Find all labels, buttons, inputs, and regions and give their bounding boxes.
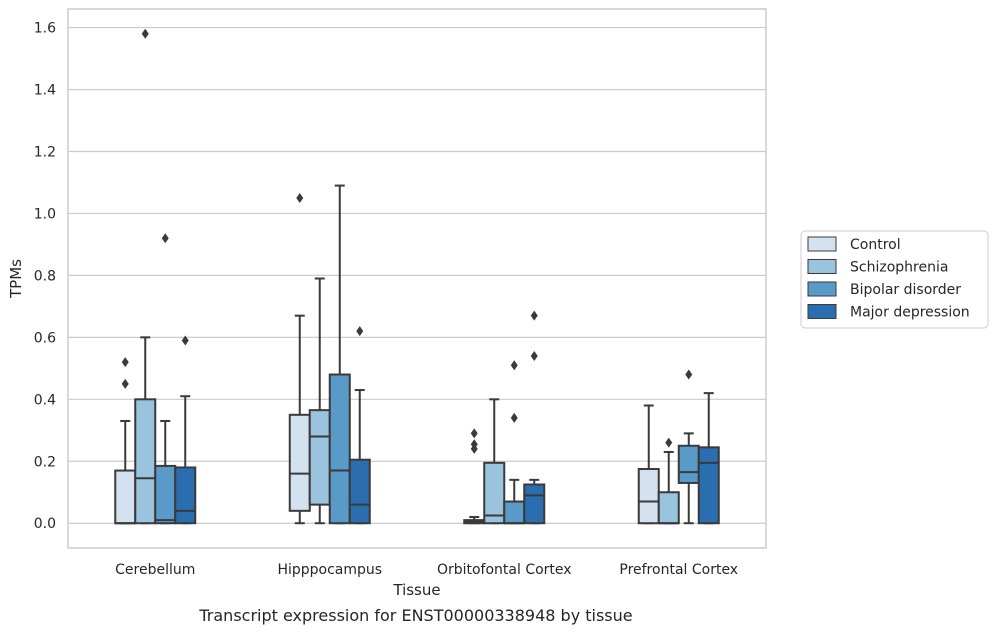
y-tick-label: 1.0 (34, 206, 56, 222)
box-iqr (308, 409, 331, 506)
y-tick-label: 1.2 (34, 144, 56, 160)
outlier-point (530, 310, 538, 321)
box-control (288, 192, 311, 525)
outlier-point (470, 439, 478, 450)
box-iqr (523, 483, 546, 525)
y-axis-title: TPMs (7, 259, 25, 299)
y-tick-label: 0.4 (34, 392, 56, 408)
box-control (463, 428, 486, 525)
box-control (114, 357, 137, 525)
box-bipolar-disorder (503, 360, 526, 525)
box-bipolar-disorder (677, 369, 700, 525)
x-tick-label: Hipppocampus (277, 562, 382, 578)
box-schizophrenia (483, 398, 506, 525)
chart-caption: Transcript expression for ENST0000033894… (199, 606, 633, 625)
box-iqr (174, 466, 197, 525)
box-iqr (657, 491, 680, 525)
x-axis-ticks: Cerebellum Hipppocampus Orbitofontal Corte… (115, 562, 738, 578)
y-tick-label: 0.2 (34, 454, 56, 470)
box-iqr (483, 461, 506, 525)
box-schizophrenia (657, 437, 680, 525)
box-schizophrenia (134, 28, 157, 525)
box-major-depression (348, 326, 371, 525)
box-iqr (328, 373, 351, 525)
box-iqr (134, 398, 157, 525)
box-iqr (637, 468, 660, 525)
legend-swatch (807, 281, 837, 297)
box-major-depression (523, 310, 546, 525)
box-iqr (154, 464, 177, 525)
y-axis-ticks: 0.0 0.2 0.4 0.6 0.8 1.0 1.2 1.4 1.6 (34, 21, 56, 533)
box-schizophrenia (308, 277, 331, 525)
y-tick-label: 0.0 (34, 516, 56, 532)
y-tick-label: 0.8 (34, 268, 56, 284)
box-major-depression (697, 392, 720, 525)
outlier-point (121, 357, 129, 368)
x-tick-label: Orbitofontal Cortex (437, 562, 572, 578)
legend: Control Schizophrenia Bipolar disorder Majo… (800, 230, 989, 329)
outlier-point (161, 233, 169, 244)
box-iqr (114, 469, 137, 525)
outlier-point (685, 369, 693, 380)
box-plot-series (114, 28, 720, 525)
legend-label: Bipolar disorder (850, 282, 961, 298)
outlier-point (121, 378, 129, 389)
box-control (637, 404, 660, 525)
box-iqr (503, 500, 526, 525)
gridlines (68, 26, 766, 524)
legend-label: Major depression (850, 305, 970, 321)
legend-swatch (807, 236, 837, 252)
x-tick-label: Prefrontal Cortex (619, 562, 738, 578)
box-bipolar-disorder (328, 184, 351, 525)
box-iqr (288, 413, 311, 512)
legend-frame (800, 230, 989, 329)
outlier-point (181, 335, 189, 346)
box-major-depression (174, 335, 197, 525)
legend-label: Control (850, 237, 901, 253)
outlier-point (141, 28, 149, 39)
box-iqr (348, 458, 371, 525)
box-iqr (677, 444, 700, 484)
plot-frame (67, 8, 767, 549)
legend-label: Schizophrenia (850, 260, 948, 276)
outlier-point (665, 437, 673, 448)
box-bipolar-disorder (154, 233, 177, 525)
box-iqr (697, 446, 720, 525)
outlier-point (530, 350, 538, 361)
outlier-point (510, 360, 518, 371)
outlier-point (296, 192, 304, 203)
x-tick-label: Cerebellum (115, 562, 195, 578)
legend-swatch (807, 304, 837, 319)
outlier-point (470, 428, 478, 439)
y-tick-label: 1.6 (34, 21, 56, 37)
outlier-point (510, 412, 518, 423)
y-tick-label: 1.4 (34, 83, 56, 99)
y-tick-label: 0.6 (34, 330, 56, 346)
legend-swatch (807, 259, 837, 274)
outlier-point (356, 326, 364, 337)
x-axis-title: Tissue (392, 581, 440, 599)
